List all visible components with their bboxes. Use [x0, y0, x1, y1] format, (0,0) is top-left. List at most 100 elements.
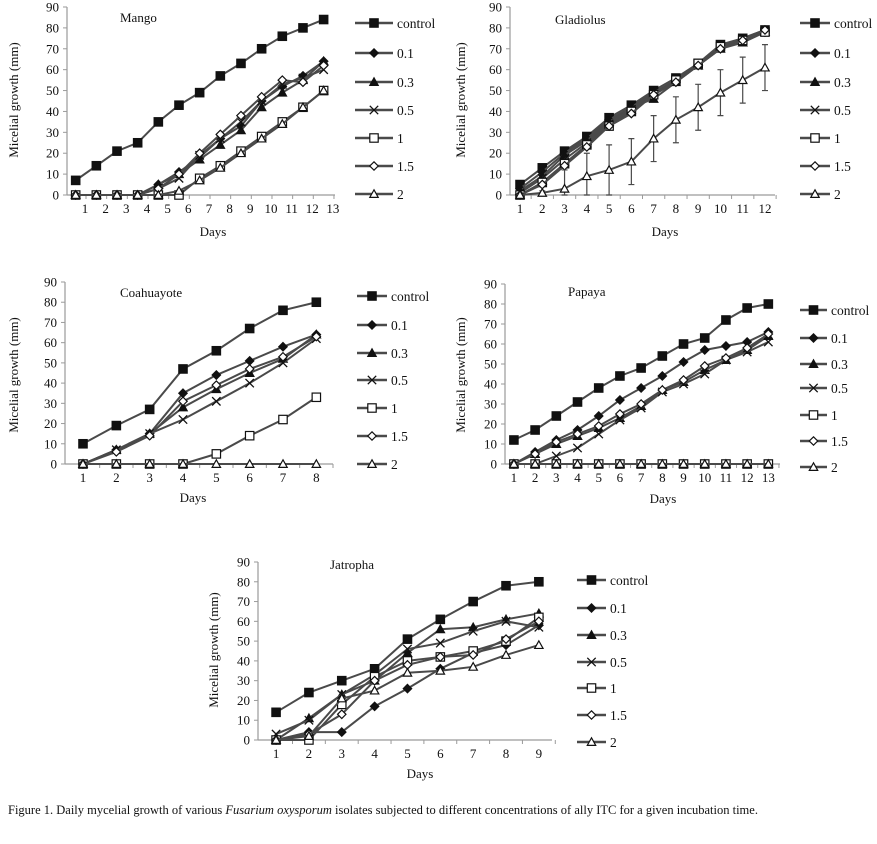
marker-diamond	[586, 709, 597, 721]
marker-diamond	[402, 683, 413, 694]
marker-diamond	[336, 709, 347, 720]
marker-square	[810, 133, 820, 143]
marker-triangle	[235, 124, 247, 135]
x-tick-label: 3	[561, 201, 568, 216]
y-tick-label: 30	[489, 125, 502, 140]
y-tick-label: 0	[491, 457, 498, 472]
marker-triangle	[572, 458, 583, 468]
x-tick-label: 1	[82, 201, 89, 216]
marker-triangle	[514, 189, 526, 199]
marker-square	[132, 137, 143, 148]
series-2	[514, 44, 771, 199]
marker-triangle	[586, 629, 597, 639]
marker-triangle	[435, 665, 446, 675]
x-tick-label: 7	[280, 470, 287, 485]
marker-square	[572, 397, 583, 407]
x-tick-label: 4	[371, 746, 378, 761]
x-tick-label: 13	[762, 470, 775, 485]
marker-triangle	[303, 730, 315, 741]
y-tick-label: 10	[44, 436, 57, 451]
marker-triangle	[692, 101, 704, 112]
marker-square	[277, 31, 288, 42]
marker-triangle	[551, 458, 562, 468]
legend-label: 0.1	[391, 318, 408, 333]
legend-label: control	[397, 16, 435, 31]
y-tick-label: 80	[484, 297, 497, 312]
legend-label: 1	[831, 408, 838, 423]
marker-triangle	[270, 734, 282, 744]
marker-square	[271, 707, 281, 718]
legend-label: control	[610, 573, 648, 588]
legend-label: control	[391, 289, 429, 304]
marker-triangle	[366, 347, 378, 357]
y-tick-label: 70	[46, 41, 59, 56]
y-tick-label: 10	[237, 713, 250, 728]
legend-label: 1.5	[391, 429, 408, 444]
legend-label: 0.5	[831, 381, 848, 396]
marker-diamond	[366, 319, 378, 331]
marker-diamond	[530, 448, 541, 460]
x-tick-label: 8	[226, 201, 233, 216]
marker-cross	[810, 105, 820, 115]
marker-square	[244, 430, 255, 441]
x-tick-label: 2	[539, 201, 546, 216]
x-tick-label: 11	[720, 470, 733, 485]
marker-diamond	[244, 355, 255, 366]
y-tick-label: 60	[237, 614, 250, 629]
x-tick-label: 10	[264, 201, 277, 216]
legend-label: 2	[834, 187, 841, 202]
marker-diamond	[177, 396, 189, 407]
marker-diamond	[572, 428, 583, 440]
marker-square	[369, 18, 379, 28]
marker-cross	[572, 443, 583, 453]
marker-square	[468, 596, 478, 607]
marker-square	[586, 575, 597, 585]
marker-diamond	[593, 420, 604, 432]
y-tick-label: 40	[484, 377, 497, 392]
marker-square	[402, 634, 413, 644]
marker-diamond	[368, 160, 380, 172]
legend-label: 0.3	[397, 75, 414, 90]
marker-square	[236, 58, 246, 69]
marker-diamond	[759, 24, 771, 36]
y-tick-label: 70	[237, 594, 250, 609]
marker-cross	[278, 358, 288, 368]
legend-label: control	[831, 303, 869, 318]
marker-diamond	[715, 43, 726, 54]
x-tick-label: 4	[180, 470, 187, 485]
marker-diamond	[808, 435, 819, 447]
marker-square	[551, 411, 562, 421]
y-tick-label: 50	[46, 83, 59, 98]
marker-square	[501, 580, 511, 591]
y-tick-label: 30	[44, 396, 57, 411]
x-tick-label: 9	[247, 201, 254, 216]
chart-coahuayote: 0 10 20 30 40 50 60 70 80 90 1 2 3 4 5 6 7 8 Coahuayote Day…	[6, 275, 429, 506]
marker-diamond	[614, 394, 625, 406]
caption-species: Fusarium oxysporum	[225, 803, 332, 817]
legend-label: 1	[397, 131, 404, 146]
series-2	[77, 458, 322, 468]
marker-triangle	[111, 189, 123, 199]
marker-triangle	[614, 458, 626, 468]
marker-diamond	[173, 169, 185, 180]
marker-diamond	[763, 328, 774, 340]
marker-triangle	[808, 358, 819, 368]
y-tick-label: 10	[484, 437, 497, 452]
marker-triangle	[297, 101, 309, 112]
marker-diamond	[699, 360, 710, 372]
y-tick-label: 0	[244, 733, 251, 748]
marker-cross	[594, 429, 604, 439]
y-tick-label: 90	[44, 275, 57, 290]
x-axis-label: Days	[407, 766, 434, 781]
marker-diamond	[277, 341, 289, 352]
marker-square	[810, 18, 820, 28]
marker-diamond	[194, 148, 205, 159]
x-tick-label: 3	[553, 470, 560, 485]
series-2	[508, 458, 774, 468]
marker-square	[530, 425, 540, 435]
marker-diamond	[500, 634, 512, 645]
y-axis-label: Micelial growth (mm)	[6, 317, 21, 433]
marker-diamond	[297, 77, 309, 88]
marker-diamond	[435, 651, 446, 662]
